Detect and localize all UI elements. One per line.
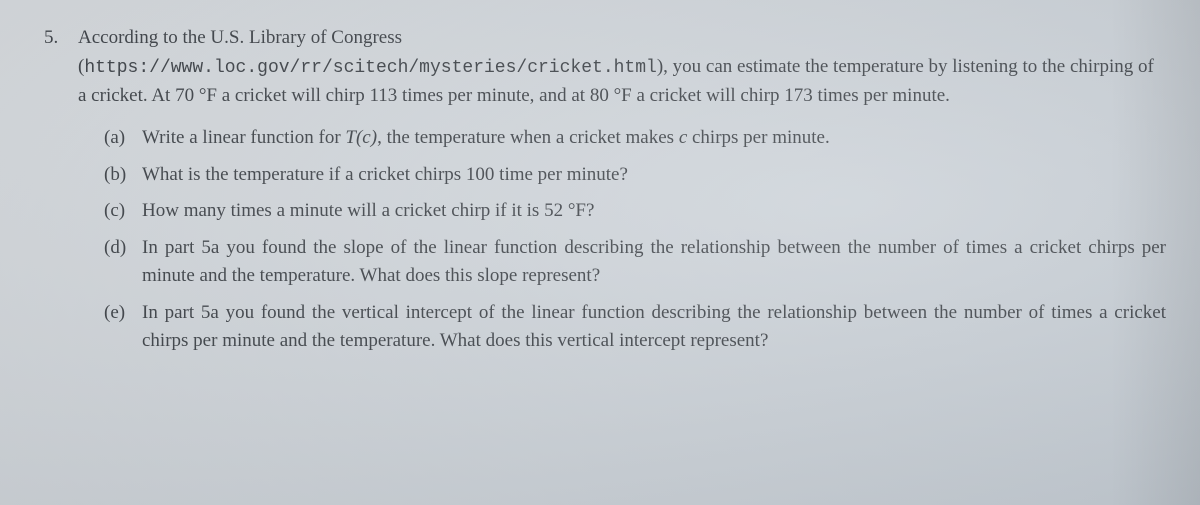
part-e: (e) In part 5a you found the vertical in…	[104, 299, 1166, 356]
part-b: (b) What is the temperature if a cricket…	[104, 161, 1166, 190]
url-close: ),	[657, 56, 668, 77]
pa-suffix: chirps per minute.	[687, 127, 829, 148]
pa-func: T(c)	[345, 127, 377, 148]
part-text-b: What is the temperature if a cricket chi…	[142, 161, 1166, 190]
part-label-c: (c)	[104, 197, 142, 226]
pa-mid: , the temperature when a cricket makes	[377, 127, 679, 148]
pc-text: How many times a minute will a cricket c…	[142, 197, 1166, 226]
part-a: (a) Write a linear function for T(c), th…	[104, 124, 1166, 153]
part-text-d: In part 5a you found the slope of the li…	[142, 234, 1166, 291]
part-text-a: Write a linear function for T(c), the te…	[142, 124, 1166, 153]
pb-text: What is the temperature if a cricket chi…	[142, 161, 1166, 190]
part-label-b: (b)	[104, 161, 142, 190]
pe-text: In part 5a you found the vertical interc…	[142, 299, 1166, 356]
part-label-d: (d)	[104, 234, 142, 263]
problem-stem: According to the U.S. Library of Congres…	[78, 24, 1166, 114]
problem-5: 5. According to the U.S. Library of Cong…	[44, 24, 1166, 114]
stem-url: https://www.loc.gov/rr/scitech/mysteries…	[84, 58, 657, 78]
part-text-e: In part 5a you found the vertical interc…	[142, 299, 1166, 356]
stem-text: According to the U.S. Library of Congres…	[78, 24, 1166, 110]
part-c: (c) How many times a minute will a crick…	[104, 197, 1166, 226]
pd-text: In part 5a you found the slope of the li…	[142, 234, 1166, 291]
page-scan: 5. According to the U.S. Library of Cong…	[0, 0, 1200, 505]
part-text-c: How many times a minute will a cricket c…	[142, 197, 1166, 226]
part-d: (d) In part 5a you found the slope of th…	[104, 234, 1166, 291]
part-label-e: (e)	[104, 299, 142, 328]
stem-line1: According to the U.S. Library of Congres…	[78, 27, 402, 48]
pa-var: c	[679, 127, 687, 148]
part-label-a: (a)	[104, 124, 142, 153]
parts-list: (a) Write a linear function for T(c), th…	[104, 124, 1166, 356]
problem-number: 5.	[44, 24, 78, 53]
pa-prefix: Write a linear function for	[142, 127, 345, 148]
